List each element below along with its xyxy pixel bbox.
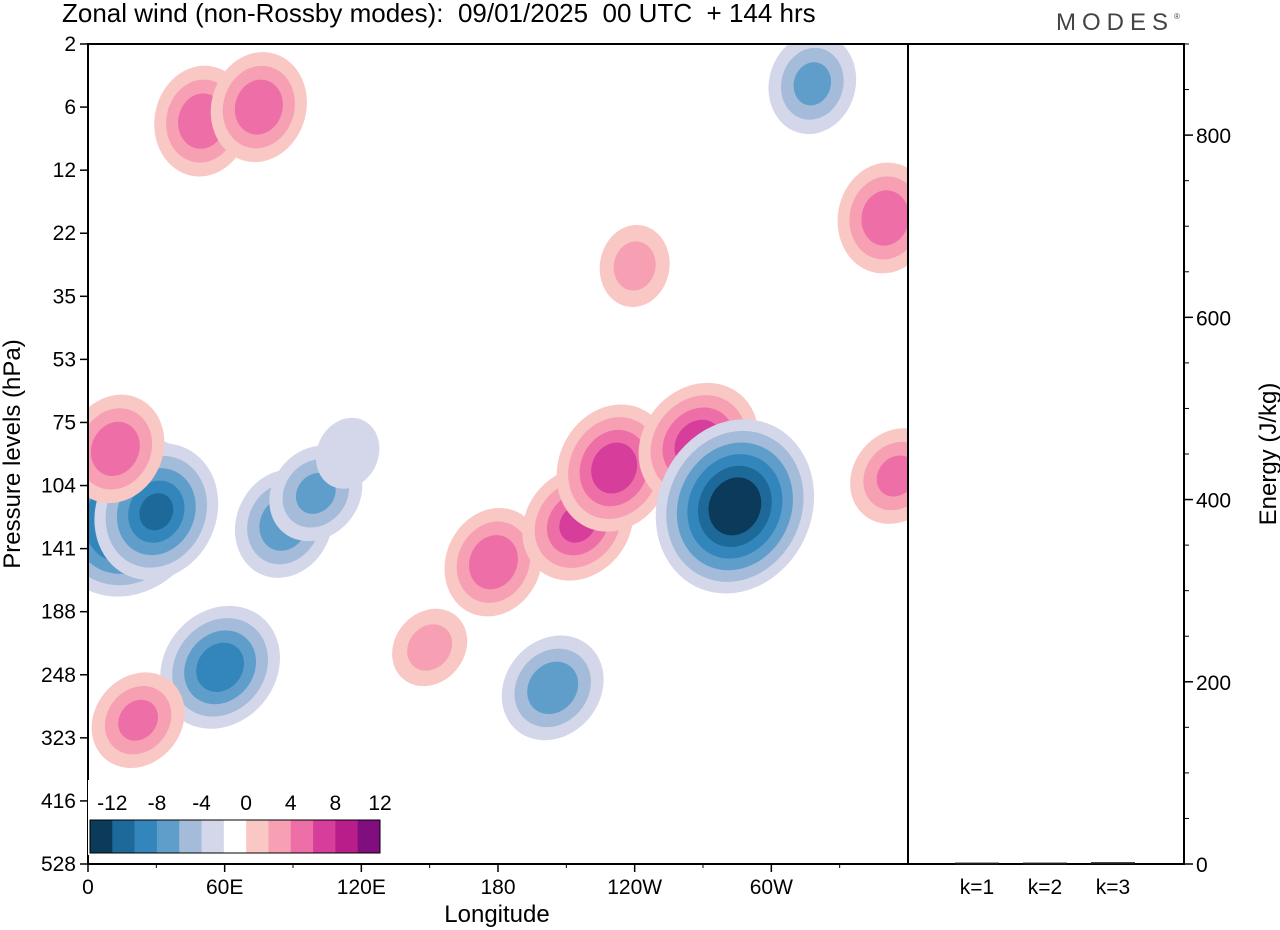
- colorbar-label: -4: [192, 792, 211, 815]
- energy-bars: k=1 k=2 k=3: [955, 862, 1135, 899]
- energy-axis-title: Energy (J/kg): [1255, 383, 1280, 526]
- wind-anomaly-cell: [392, 608, 468, 687]
- energy-panel-frame: [907, 43, 1185, 865]
- colorbar-swatch: [134, 820, 158, 853]
- colorbar-label: 0: [240, 792, 252, 815]
- wind-anomaly-cell: [501, 635, 604, 741]
- wind-anomaly-cell: [88, 394, 165, 504]
- contour-band: [196, 642, 245, 692]
- contour-band: [234, 79, 283, 135]
- y-tick-label: 188: [41, 601, 76, 624]
- energy-category-label: k=2: [1028, 876, 1062, 899]
- y-axis-title: Pressure levels (hPa): [0, 339, 26, 568]
- energy-category-label: k=3: [1096, 876, 1130, 899]
- energy-category-label: k=1: [960, 876, 994, 899]
- contour-band: [613, 241, 656, 291]
- colorbar-swatch: [156, 820, 180, 853]
- y-tick-label: 22: [53, 222, 76, 245]
- colorbar-label: -12: [97, 792, 127, 815]
- energy-tick-label: 400: [1196, 490, 1231, 513]
- x-tick-label: 60W: [750, 876, 793, 899]
- y-tick-label: 416: [41, 790, 76, 813]
- x-tick-label: 60E: [206, 876, 243, 899]
- contour-band: [139, 493, 174, 531]
- contour-band: [468, 535, 518, 590]
- colorbar-swatch: [357, 820, 381, 853]
- colorbar-swatch: [313, 820, 336, 853]
- x-tick-label: 180: [480, 876, 515, 899]
- contour-band: [591, 442, 638, 494]
- colorbar-swatch: [223, 820, 247, 853]
- energy-tick-label: 200: [1196, 672, 1231, 695]
- colorbar-label: 4: [285, 792, 297, 815]
- energy-bar: [955, 862, 999, 865]
- contour-band: [315, 417, 380, 489]
- contour-band: [793, 62, 832, 106]
- colorbar-swatch: [90, 820, 113, 853]
- wind-anomaly-cell: [599, 224, 670, 308]
- brand-text: MODES: [1056, 9, 1175, 36]
- y-tick-label: 75: [53, 411, 76, 434]
- y-tick-label: 104: [41, 475, 76, 498]
- energy-bar: [1091, 862, 1135, 865]
- y-tick-label: 323: [41, 727, 76, 750]
- contour-band: [719, 488, 751, 524]
- colorbar-swatch: [179, 820, 202, 853]
- y-tick-label: 6: [64, 96, 76, 119]
- energy-axis: 0 200 400 600 800: [1184, 43, 1231, 877]
- colorbar-swatch: [335, 820, 358, 853]
- x-axis-title: Longitude: [444, 901, 549, 928]
- colorbar-swatch: [201, 820, 225, 853]
- contour-band: [527, 661, 579, 715]
- energy-tick-label: 600: [1196, 307, 1231, 330]
- colorbar-label: -8: [148, 792, 167, 815]
- brand-logo: MODES®: [1056, 9, 1180, 37]
- energy-bar: [1023, 862, 1067, 865]
- wind-anomaly-cell: [91, 672, 185, 769]
- wind-anomaly-cell: [210, 52, 307, 163]
- energy-tick-label: 0: [1196, 854, 1208, 877]
- colorbar-swatch: [290, 820, 314, 853]
- x-axis: 0 60E 120E 180 120W 60W: [82, 864, 841, 899]
- wind-anomaly-cell: [444, 507, 543, 617]
- wind-anomaly-cell: [160, 605, 280, 729]
- wind-anomaly-cell: [768, 44, 857, 135]
- y-tick-label: 141: [41, 538, 76, 561]
- wind-anomaly-cell: [850, 428, 908, 524]
- x-tick-label: 120E: [337, 876, 386, 899]
- y-axis: 2 6 12 22 35 53 75 104 141 188 248 323 416 528: [41, 33, 88, 876]
- energy-tick-label: 800: [1196, 125, 1231, 148]
- heatmap-field: [88, 44, 908, 769]
- y-tick-label: 2: [64, 33, 76, 56]
- colorbar-swatch: [246, 820, 269, 853]
- y-tick-label: 53: [53, 348, 76, 371]
- page-title: Zonal wind (non-Rossby modes): 09/01/202…: [62, 0, 816, 28]
- colorbar-swatch: [112, 820, 135, 853]
- brand-mark: ®: [1174, 12, 1180, 21]
- y-tick-label: 528: [41, 853, 76, 876]
- y-tick-label: 35: [53, 285, 76, 308]
- wind-anomaly-cell: [315, 417, 380, 489]
- contour-band: [876, 455, 908, 497]
- contour-band: [90, 421, 140, 476]
- colorbar: -12 -8 -4 0 4 8 12: [88, 780, 392, 855]
- contour-band: [295, 472, 336, 514]
- colorbar-label: 12: [368, 792, 391, 815]
- y-tick-label: 248: [41, 664, 76, 687]
- contour-band: [861, 190, 908, 246]
- wind-anomaly-cell: [655, 419, 815, 594]
- colorbar-label: 8: [330, 792, 342, 815]
- contour-band: [407, 624, 453, 671]
- colorbar-outline: [89, 819, 381, 854]
- contour-band: [118, 699, 159, 741]
- x-tick-label: 0: [82, 876, 94, 899]
- colorbar-swatch: [268, 820, 292, 853]
- y-tick-label: 12: [53, 159, 76, 182]
- x-tick-label: 120W: [607, 876, 662, 899]
- wind-anomaly-cell: [837, 162, 908, 274]
